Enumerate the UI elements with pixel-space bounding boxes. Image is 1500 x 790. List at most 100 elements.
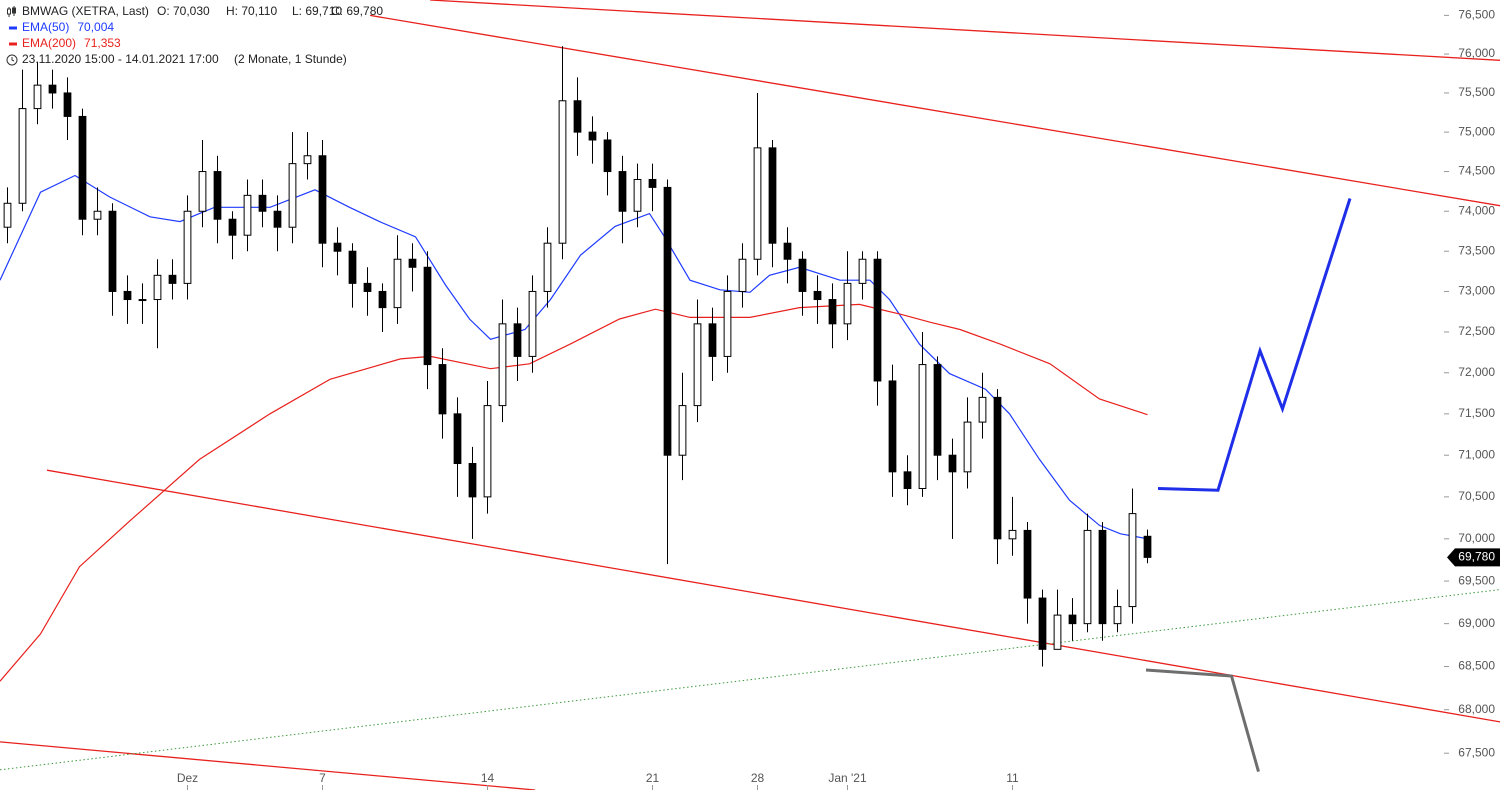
candle-body <box>93 210 102 220</box>
candle-body <box>198 171 207 212</box>
candle-body <box>1068 614 1077 625</box>
ohlc-close: C: 69,780 <box>331 4 383 18</box>
candle-body <box>678 405 687 456</box>
candle-body <box>858 258 867 284</box>
candle-body <box>108 210 117 292</box>
y-tick-label: 75,000 <box>1458 124 1495 138</box>
y-tick-label: 72,500 <box>1458 324 1495 338</box>
candle-body <box>1038 597 1047 650</box>
ema-line <box>0 303 1148 682</box>
candle-body <box>543 242 552 292</box>
y-tick-label: 71,500 <box>1458 406 1495 420</box>
y-tick-label: 67,500 <box>1458 745 1495 759</box>
candle-body <box>273 210 282 228</box>
y-tick-label: 72,000 <box>1458 365 1495 379</box>
candle-body <box>963 421 972 473</box>
y-tick-label: 69,500 <box>1458 573 1495 587</box>
candle-body <box>843 282 852 325</box>
x-tick-label: Dez <box>177 771 198 785</box>
candle-body <box>18 108 27 204</box>
candle-body <box>738 258 747 292</box>
candle-body <box>243 194 252 236</box>
candle-body <box>753 147 762 260</box>
candle-body <box>258 194 267 212</box>
ema-line <box>0 174 1148 540</box>
y-tick-label: 75,500 <box>1458 85 1495 99</box>
x-tick-label: 14 <box>481 771 495 785</box>
candle-body <box>303 155 312 165</box>
candle-body <box>378 290 387 309</box>
candle-body <box>1113 606 1122 625</box>
candle-body <box>903 471 912 490</box>
candle-body <box>333 242 342 252</box>
candle-body <box>153 274 162 301</box>
x-tick-label: 21 <box>646 771 660 785</box>
axis-layer: 67,500 68,000 68,500 69,000 69,500 70,000 70,5… <box>177 8 1500 790</box>
candle-layer <box>3 46 1152 667</box>
candle-body <box>483 405 492 498</box>
price-tag <box>1447 548 1500 567</box>
candle-body <box>363 282 372 292</box>
ohlc-low: L: 69,710 <box>292 4 342 18</box>
candle-body <box>168 274 177 284</box>
period-note: (2 Monate, 1 Stunde) <box>234 52 347 66</box>
legend-value: 70,004 <box>77 20 114 34</box>
candle-body <box>618 171 627 212</box>
candle-body <box>228 218 237 236</box>
candle-body <box>723 290 732 357</box>
candle-body <box>48 84 57 94</box>
candle-body <box>33 84 42 110</box>
candle-body <box>1023 529 1032 599</box>
candle-body <box>348 250 357 284</box>
price-tag-label: 69,780 <box>1458 550 1495 564</box>
candle-body <box>663 186 672 456</box>
trend-line <box>369 14 1500 207</box>
period: 23.11.2020 15:00 - 14.01.2021 17:00 <box>22 52 219 66</box>
candle-body <box>588 131 597 141</box>
candle-body <box>138 299 147 302</box>
candle-body <box>423 266 432 366</box>
candle-body <box>648 178 657 188</box>
y-tick-label: 76,000 <box>1458 46 1495 60</box>
y-tick-label: 70,000 <box>1458 531 1495 545</box>
header: BMWAG (XETRA, Last) O: 70,030 H: 70,110 … <box>6 4 383 66</box>
candle-body <box>1128 513 1137 608</box>
candle-body <box>183 210 192 284</box>
candle-body <box>1008 529 1017 540</box>
trend-line <box>46 469 1500 723</box>
candle-body <box>798 258 807 292</box>
chart-title: BMWAG (XETRA, Last) <box>22 4 149 18</box>
y-tick-label: 68,500 <box>1458 659 1495 673</box>
y-tick-label: 69,000 <box>1458 616 1495 630</box>
candle-body <box>708 323 717 357</box>
candle-body <box>528 290 537 357</box>
candle-body <box>1143 535 1152 558</box>
candle-body <box>288 163 297 228</box>
candle-body <box>318 155 327 244</box>
candle-body <box>468 463 477 498</box>
candle-body <box>498 323 507 407</box>
y-tick-label: 68,000 <box>1458 702 1495 716</box>
ohlc-high: H: 70,110 <box>226 4 277 18</box>
trend-line <box>430 0 1500 61</box>
candle-body <box>558 100 567 244</box>
x-tick-label: Jan '21 <box>828 771 867 785</box>
candle-body <box>3 202 12 228</box>
candle-body <box>633 178 642 212</box>
candle-body <box>888 380 897 473</box>
ohlc-open: O: 70,030 <box>157 4 210 18</box>
candle-body <box>513 323 522 357</box>
candle-body <box>768 147 777 244</box>
candle-body <box>828 299 837 325</box>
candle-body <box>453 413 462 465</box>
legend-name: EMA(50) <box>22 20 69 34</box>
candle-body <box>1053 614 1062 650</box>
candle-body <box>213 171 222 220</box>
candle-body <box>78 115 87 220</box>
candle-body <box>408 258 417 268</box>
candle-body <box>603 139 612 173</box>
trend-line <box>0 741 536 790</box>
y-tick-label: 71,000 <box>1458 447 1495 461</box>
